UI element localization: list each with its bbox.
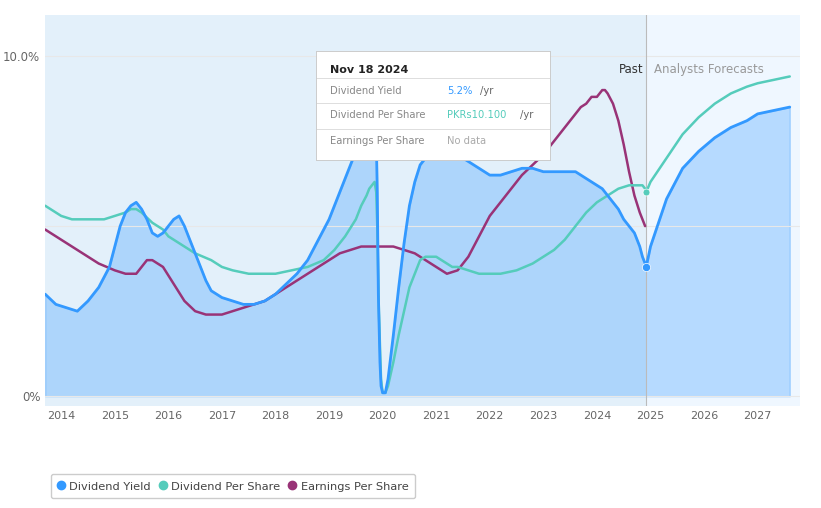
Text: PKRs10.100: PKRs10.100 bbox=[447, 110, 507, 120]
Text: 5.2%: 5.2% bbox=[447, 86, 473, 96]
Text: Dividend Per Share: Dividend Per Share bbox=[330, 110, 425, 120]
Text: Past: Past bbox=[619, 63, 644, 76]
Bar bbox=[45, 15, 646, 406]
Text: No data: No data bbox=[447, 136, 486, 146]
Legend: Dividend Yield, Dividend Per Share, Earnings Per Share: Dividend Yield, Dividend Per Share, Earn… bbox=[51, 474, 415, 498]
Text: Dividend Yield: Dividend Yield bbox=[330, 86, 401, 96]
Text: Earnings Per Share: Earnings Per Share bbox=[330, 136, 424, 146]
Text: /yr: /yr bbox=[520, 110, 533, 120]
Point bbox=[640, 263, 653, 271]
Text: Analysts Forecasts: Analysts Forecasts bbox=[654, 63, 764, 76]
Point bbox=[640, 188, 653, 196]
Bar bbox=[646, 15, 800, 406]
Text: /yr: /yr bbox=[479, 86, 493, 96]
Text: Nov 18 2024: Nov 18 2024 bbox=[330, 65, 409, 75]
